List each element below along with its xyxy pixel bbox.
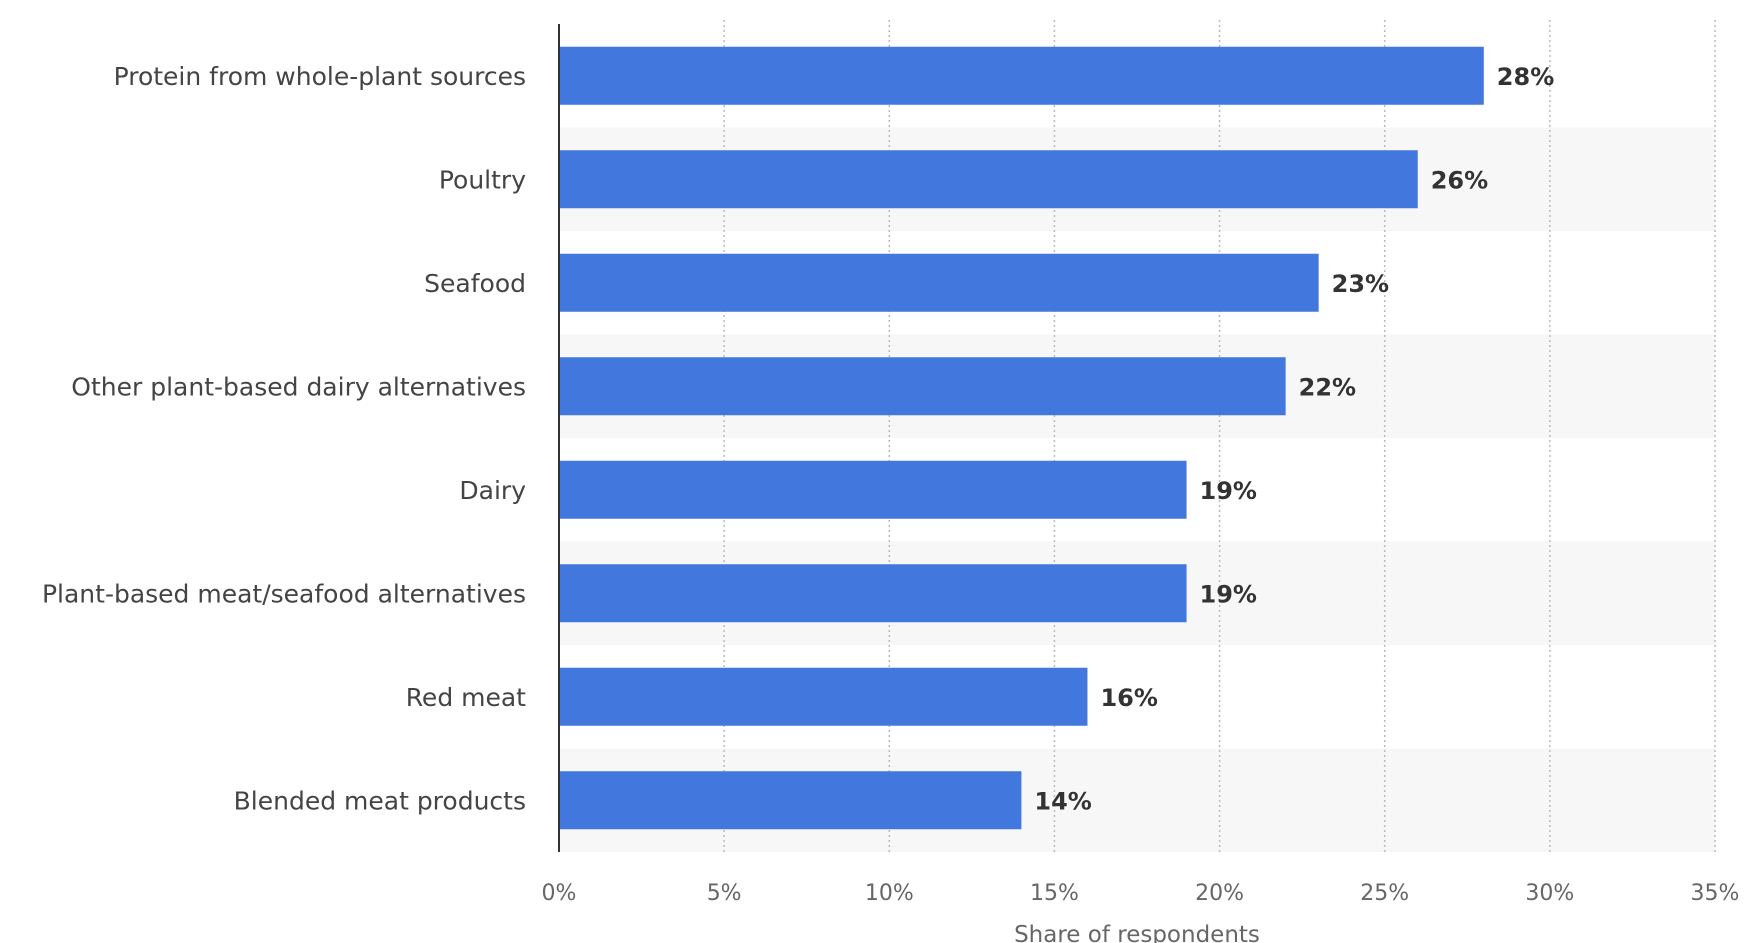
category-labels: Protein from whole-plant sources Poultry S… <box>42 62 526 816</box>
bar-value-label: 26% <box>1431 166 1488 194</box>
x-tick-labels: 0% 5% 10% 15% 20% 25% 30% 35% <box>542 881 1740 906</box>
bar <box>559 150 1418 209</box>
x-tick-label: 15% <box>1030 881 1079 906</box>
x-tick-label: 25% <box>1360 881 1409 906</box>
x-tick-label: 10% <box>865 881 914 906</box>
bar-value-label: 19% <box>1200 580 1257 608</box>
x-tick-label: 30% <box>1525 881 1574 906</box>
bar-value-label: 14% <box>1034 787 1091 815</box>
bar <box>559 771 1022 830</box>
bar-value-label: 16% <box>1100 684 1157 712</box>
bar <box>559 460 1187 519</box>
category-label: Blended meat products <box>234 786 526 815</box>
bar-value-label: 28% <box>1497 63 1554 91</box>
category-label: Plant-based meat/seafood alternatives <box>42 579 526 608</box>
x-tick-label: 35% <box>1691 881 1740 906</box>
bar <box>559 46 1484 105</box>
bar-value-label: 19% <box>1200 477 1257 505</box>
bar <box>559 564 1187 623</box>
x-tick-label: 20% <box>1195 881 1244 906</box>
bar-value-label: 22% <box>1299 373 1356 401</box>
category-label: Dairy <box>459 476 526 505</box>
category-label: Red meat <box>406 683 526 712</box>
category-label: Protein from whole-plant sources <box>114 62 526 91</box>
grid-lines <box>723 20 1716 852</box>
bar <box>559 357 1286 416</box>
value-labels: 28% 26% 23% 22% 19% 19% 16% 14% <box>1034 63 1554 816</box>
bar-value-label: 23% <box>1332 270 1389 298</box>
category-label: Other plant-based dairy alternatives <box>71 372 526 401</box>
x-tick-label: 5% <box>707 881 742 906</box>
x-tick-label: 0% <box>542 881 577 906</box>
category-label: Poultry <box>439 165 526 194</box>
bar <box>559 667 1088 726</box>
category-label: Seafood <box>424 269 526 298</box>
x-axis-title: Share of respondents <box>1014 922 1260 943</box>
bars <box>559 46 1484 830</box>
bar <box>559 253 1319 312</box>
